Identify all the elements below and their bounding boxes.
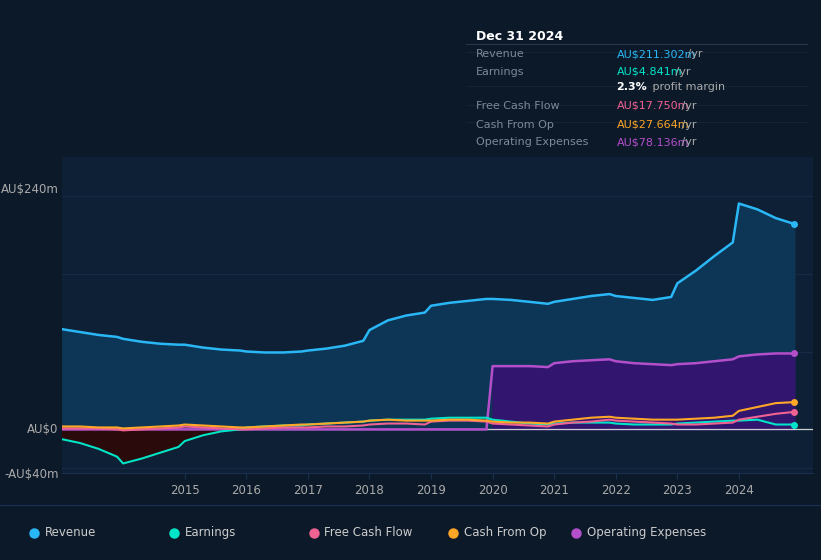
Text: AU$78.136m: AU$78.136m (617, 137, 689, 147)
Text: /yr: /yr (678, 101, 696, 111)
Text: 2.3%: 2.3% (617, 82, 647, 92)
Text: Dec 31 2024: Dec 31 2024 (476, 30, 563, 44)
Text: AU$240m: AU$240m (1, 183, 58, 196)
Text: AU$211.302m: AU$211.302m (617, 49, 696, 59)
Text: Operating Expenses: Operating Expenses (476, 137, 589, 147)
Text: Cash From Op: Cash From Op (476, 120, 554, 129)
Text: -AU$40m: -AU$40m (4, 468, 58, 482)
Text: /yr: /yr (678, 120, 696, 129)
Text: Cash From Op: Cash From Op (464, 526, 546, 539)
Text: /yr: /yr (672, 67, 690, 77)
Text: /yr: /yr (684, 49, 703, 59)
Text: Revenue: Revenue (476, 49, 525, 59)
Text: profit margin: profit margin (649, 82, 725, 92)
Text: Revenue: Revenue (45, 526, 97, 539)
Text: Free Cash Flow: Free Cash Flow (476, 101, 560, 111)
Text: Operating Expenses: Operating Expenses (587, 526, 706, 539)
Text: AU$17.750m: AU$17.750m (617, 101, 689, 111)
Text: AU$0: AU$0 (27, 423, 58, 436)
Text: /yr: /yr (678, 137, 696, 147)
Text: AU$27.664m: AU$27.664m (617, 120, 689, 129)
Text: Earnings: Earnings (185, 526, 236, 539)
Text: Free Cash Flow: Free Cash Flow (324, 526, 413, 539)
Text: AU$4.841m: AU$4.841m (617, 67, 682, 77)
Text: Earnings: Earnings (476, 67, 525, 77)
